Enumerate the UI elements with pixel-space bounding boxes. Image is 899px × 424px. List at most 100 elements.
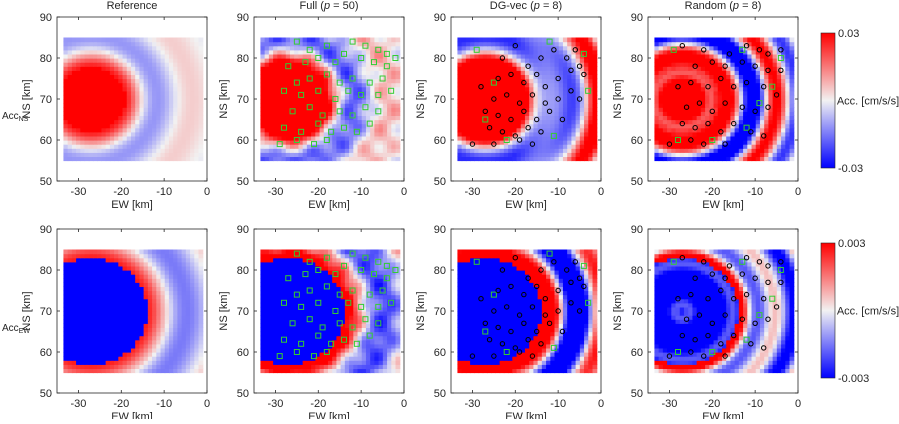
heatmap-cell <box>341 74 346 79</box>
heatmap-cell <box>684 74 689 79</box>
heatmap-cell <box>701 54 706 59</box>
heatmap-cell <box>101 103 106 108</box>
heatmap-cell <box>345 144 350 149</box>
y-tick-label: 50 <box>434 176 446 188</box>
heatmap-cell <box>265 115 270 120</box>
heatmap-cell <box>286 144 291 149</box>
heatmap-cell <box>80 124 85 129</box>
heatmap-cell <box>559 156 564 161</box>
heatmap-cell <box>173 79 178 84</box>
heatmap-cell <box>764 42 769 47</box>
heatmap-cell <box>676 111 681 116</box>
heatmap-cell <box>68 115 73 120</box>
heatmap-cell <box>68 356 73 361</box>
heatmap-cell <box>362 156 367 161</box>
heatmap-cell <box>752 87 757 92</box>
heatmap-cell <box>198 91 203 96</box>
heatmap-cell <box>72 62 77 67</box>
x-axis-label: EW [km] <box>702 199 744 211</box>
heatmap-cell <box>156 303 161 308</box>
heatmap-cell <box>332 103 337 108</box>
heatmap-cell <box>588 103 593 108</box>
heatmap-cell <box>265 66 270 71</box>
heatmap-cell <box>303 42 308 47</box>
heatmap-cell <box>789 46 794 51</box>
heatmap-cell <box>273 107 278 112</box>
heatmap-cell <box>106 152 111 157</box>
heatmap-cell <box>294 54 299 59</box>
heatmap-cell <box>72 74 77 79</box>
heatmap-cell <box>177 50 182 55</box>
heatmap-cell <box>571 58 576 63</box>
heatmap-cell <box>110 103 115 108</box>
heatmap-cell <box>186 319 191 324</box>
heatmap-cell <box>139 368 144 373</box>
heatmap-cell <box>72 99 77 104</box>
heatmap-cell <box>182 323 187 328</box>
heatmap-cell <box>123 144 128 149</box>
heatmap-cell <box>567 38 572 43</box>
heatmap-cell <box>739 148 744 153</box>
heatmap-cell <box>93 140 98 145</box>
heatmap-cell <box>106 58 111 63</box>
heatmap-cell <box>684 38 689 43</box>
heatmap-cell <box>148 79 153 84</box>
heatmap-cell <box>654 66 659 71</box>
heatmap-cell <box>118 74 123 79</box>
heatmap-cell <box>135 38 140 43</box>
heatmap-cell <box>760 156 765 161</box>
heatmap-cell <box>110 291 115 296</box>
heatmap-cell <box>190 332 195 337</box>
heatmap-cell <box>93 323 98 328</box>
heatmap-cell <box>692 107 697 112</box>
heatmap-cell <box>63 156 68 161</box>
heatmap-cell <box>559 128 564 133</box>
heatmap-cell <box>756 87 761 92</box>
heatmap-cell <box>341 136 346 141</box>
heatmap-cell <box>739 120 744 125</box>
heatmap-cell <box>773 58 778 63</box>
heatmap-cell <box>106 95 111 100</box>
heatmap-cell <box>68 315 73 320</box>
heatmap-cell <box>735 152 740 157</box>
heatmap-cell <box>101 140 106 145</box>
heatmap-cell <box>198 356 203 361</box>
heatmap-cell <box>362 74 367 79</box>
heatmap-cell <box>743 148 748 153</box>
heatmap-cell <box>697 42 702 47</box>
heatmap-cell <box>165 83 170 88</box>
heatmap-cell <box>63 327 68 332</box>
heatmap-cell <box>273 103 278 108</box>
heatmap-cell <box>773 120 778 125</box>
heatmap-cell <box>358 115 363 120</box>
y-tick-label: 60 <box>631 135 643 147</box>
heatmap-cell <box>379 70 384 75</box>
heatmap-cell <box>80 144 85 149</box>
heatmap-cell <box>76 46 81 51</box>
heatmap-cell <box>521 54 526 59</box>
heatmap-cell <box>186 282 191 287</box>
heatmap-cell <box>332 87 337 92</box>
heatmap-cell <box>768 91 773 96</box>
heatmap-cell <box>265 136 270 141</box>
heatmap-cell <box>80 291 85 296</box>
heatmap-cell <box>504 99 509 104</box>
heatmap-cell <box>177 42 182 47</box>
heatmap-cell <box>106 356 111 361</box>
heatmap-cell <box>298 70 303 75</box>
heatmap-cell <box>194 144 199 149</box>
heatmap-cell <box>777 128 782 133</box>
heatmap-cell <box>118 120 123 125</box>
heatmap-cell <box>697 140 702 145</box>
heatmap-cell <box>93 95 98 100</box>
heatmap-cell <box>726 95 731 100</box>
heatmap-cell <box>457 70 462 75</box>
heatmap-cell <box>123 295 128 300</box>
heatmap-cell <box>474 79 479 84</box>
heatmap-cell <box>563 62 568 67</box>
heatmap-cell <box>85 336 90 341</box>
heatmap-cell <box>286 46 291 51</box>
heatmap-cell <box>127 286 132 291</box>
heatmap-cell <box>144 299 149 304</box>
heatmap-cell <box>379 38 384 43</box>
